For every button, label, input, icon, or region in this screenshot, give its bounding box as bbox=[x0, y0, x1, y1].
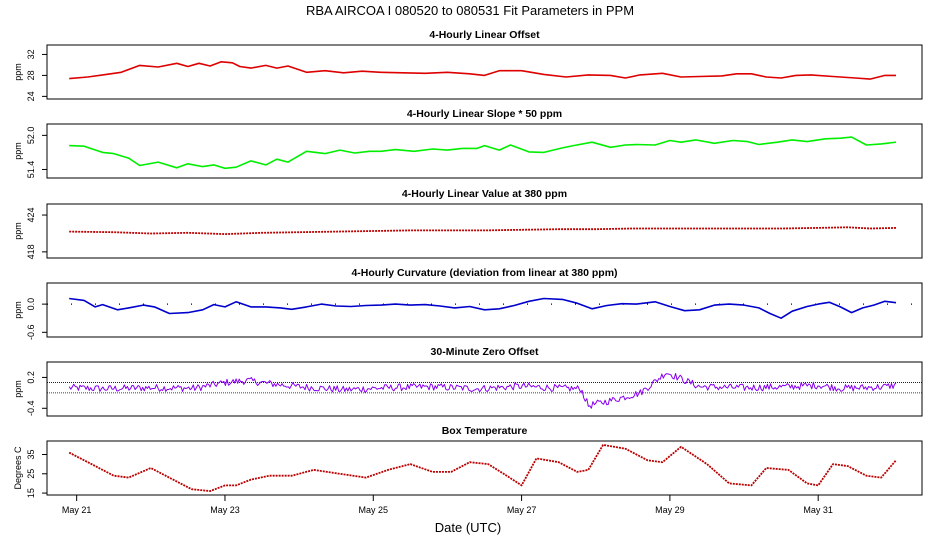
x-tick-label: May 27 bbox=[507, 505, 537, 515]
y-axis-label: ppm bbox=[13, 142, 23, 160]
panel-title: 4-Hourly Curvature (deviation from linea… bbox=[351, 267, 617, 279]
panel-4: 4-Hourly Curvature (deviation from linea… bbox=[13, 267, 923, 341]
panel-title: 30-Minute Zero Offset bbox=[431, 346, 539, 358]
panel-frame bbox=[46, 123, 923, 179]
x-tick-label: May 21 bbox=[62, 505, 92, 515]
panel-frame bbox=[46, 440, 923, 496]
chart-title: RBA AIRCOA I 080520 to 080531 Fit Parame… bbox=[306, 3, 634, 18]
panel-5: 30-Minute Zero Offset ppm-0.4 0.2 bbox=[13, 346, 923, 417]
y-tick-label: -0.4 bbox=[26, 401, 36, 417]
x-axis-label: Date (UTC) bbox=[435, 520, 501, 535]
data-series-line bbox=[68, 443, 897, 493]
panels-group: 4-Hourly Linear Offsetppm2428324-Hourly … bbox=[13, 29, 923, 498]
y-axis-label: ppm bbox=[13, 222, 23, 240]
panel-title: Box Temperature bbox=[442, 425, 528, 437]
y-tick-label: 15 bbox=[26, 488, 36, 498]
panel-title: 4-Hourly Linear Offset bbox=[429, 29, 540, 41]
y-tick-label: 35 bbox=[26, 449, 36, 459]
panel-frame bbox=[46, 44, 923, 100]
x-tick-label: May 29 bbox=[655, 505, 685, 515]
y-tick-label: 24 bbox=[26, 91, 36, 101]
panel-title: 4-Hourly Linear Value at 380 ppm bbox=[402, 188, 567, 200]
panel-frame bbox=[46, 203, 923, 259]
x-tick-label: May 25 bbox=[359, 505, 389, 515]
y-tick-label: 418 bbox=[26, 244, 36, 259]
x-tick-label: May 31 bbox=[803, 505, 833, 515]
y-tick-label: 52.0 bbox=[26, 127, 36, 145]
y-axis-label: ppm bbox=[13, 63, 23, 81]
y-tick-label: 0.2 bbox=[26, 371, 36, 384]
x-tick-label: May 23 bbox=[210, 505, 240, 515]
y-axis-label: Degrees C bbox=[13, 446, 23, 490]
y-tick-label: 51.4 bbox=[26, 161, 36, 179]
panel-6: Box Temperature Degrees C15 25 35 bbox=[13, 425, 923, 498]
y-axis-label: ppm bbox=[13, 301, 23, 319]
y-tick-label: -0.6 bbox=[26, 325, 36, 341]
y-axis-label: ppm bbox=[13, 380, 23, 398]
panel-title: 4-Hourly Linear Slope * 50 ppm bbox=[407, 108, 562, 120]
data-series-line bbox=[68, 373, 897, 409]
y-tick-label: 28 bbox=[26, 70, 36, 80]
y-tick-label: 25 bbox=[26, 469, 36, 479]
data-series-line bbox=[69, 136, 897, 170]
data-series-line bbox=[69, 226, 897, 236]
y-tick-label: 32 bbox=[26, 49, 36, 59]
data-series-line bbox=[69, 60, 896, 80]
x-axis: May 21 May 23 May 25 May 27 May 29 May 31 bbox=[62, 495, 833, 515]
data-series-line bbox=[69, 297, 897, 320]
panel-frame bbox=[46, 282, 923, 338]
y-tick-label: 424 bbox=[26, 208, 36, 223]
y-tick-label: 0.0 bbox=[26, 298, 36, 311]
panel-frame bbox=[46, 361, 923, 417]
